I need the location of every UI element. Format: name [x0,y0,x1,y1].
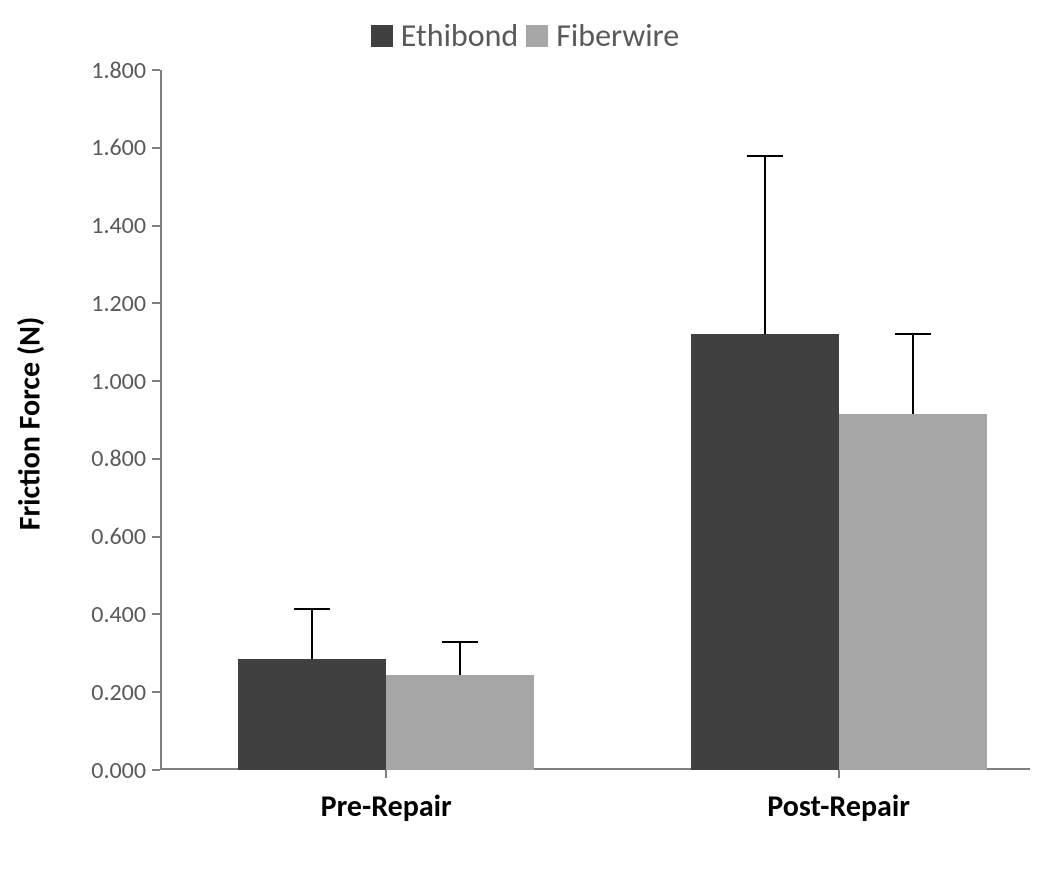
bar [839,414,987,770]
x-tick-mark [385,770,387,778]
legend-swatch-icon [371,25,393,47]
y-tick-mark [152,380,160,382]
y-tick-label: 1.400 [56,211,146,240]
x-category-label: Pre-Repair [236,788,536,825]
y-tick-label: 1.600 [56,133,146,162]
y-axis-label: Friction Force (N) [12,124,49,724]
legend-label: Ethibond [401,16,518,55]
y-tick-label: 1.200 [56,289,146,318]
error-bar-line [459,642,461,675]
y-tick-mark [152,458,160,460]
error-bar-line [764,156,766,335]
bar [238,659,386,770]
y-tick-mark [152,69,160,71]
y-tick-label: 0.400 [56,600,146,629]
y-tick-mark [152,302,160,304]
error-bar-cap [294,608,330,610]
error-bar-cap [747,155,783,157]
y-tick-label: 0.000 [56,756,146,785]
legend-swatch-icon [526,25,548,47]
y-tick-mark [152,536,160,538]
legend-item: Ethibond [371,16,518,55]
x-category-label: Post-Repair [689,788,989,825]
y-axis-line [160,70,162,770]
y-tick-mark [152,691,160,693]
y-tick-mark [152,613,160,615]
y-tick-label: 1.800 [56,56,146,85]
error-bar-cap [442,641,478,643]
y-tick-mark [152,147,160,149]
y-tick-label: 0.800 [56,444,146,473]
legend-item: Fiberwire [526,16,679,55]
friction-force-bar-chart: Ethibond Fiberwire Friction Force (N) 0.0… [0,0,1050,878]
legend-label: Fiberwire [556,16,679,55]
bar [386,675,534,770]
chart-legend: Ethibond Fiberwire [0,16,1050,55]
bar [691,334,839,770]
error-bar-cap [895,333,931,335]
error-bar-line [912,334,914,414]
plot-area: 0.0000.2000.4000.6000.8001.0001.2001.400… [160,70,1030,770]
y-tick-label: 0.600 [56,522,146,551]
x-tick-mark [838,770,840,778]
y-tick-mark [152,769,160,771]
y-tick-label: 1.000 [56,367,146,396]
y-tick-mark [152,225,160,227]
y-tick-label: 0.200 [56,678,146,707]
error-bar-line [311,609,313,660]
